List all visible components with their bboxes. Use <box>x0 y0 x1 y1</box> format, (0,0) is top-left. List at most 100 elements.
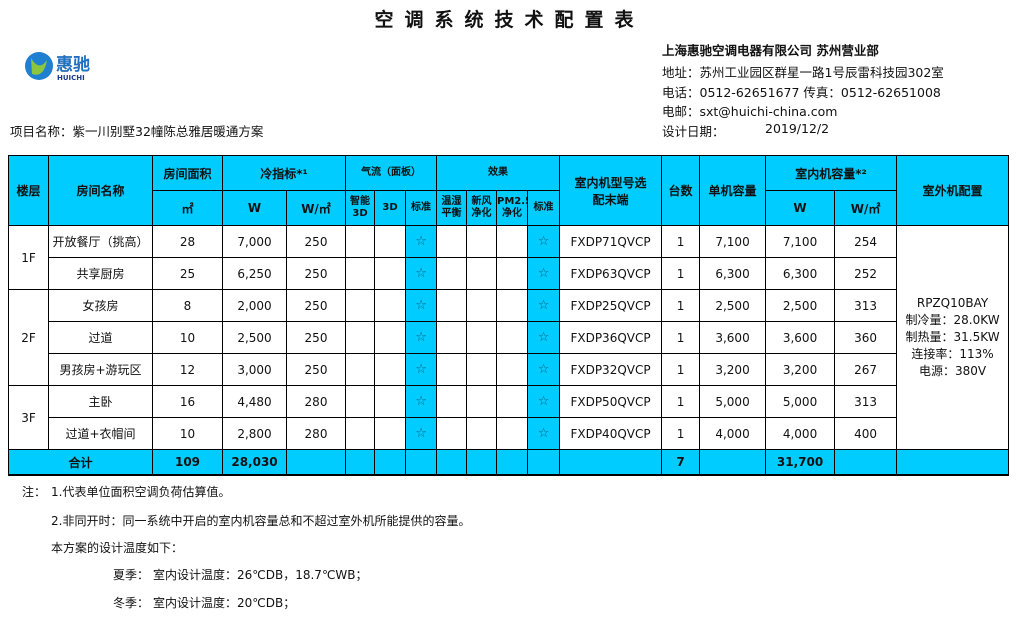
header-smart3d: 智能3D <box>345 190 376 226</box>
unit-count: 1 <box>661 385 701 418</box>
floor-cell: 2F <box>8 289 49 386</box>
indoor-model: FXDP32QVCP <box>559 353 663 386</box>
humidity-cell <box>436 289 468 322</box>
smart3d-cell <box>345 321 376 354</box>
empty-cell <box>436 449 468 476</box>
room-area: 10 <box>152 321 223 354</box>
standard-star-icon: ☆ <box>527 353 561 386</box>
3d-cell <box>374 353 407 386</box>
table-row: 过道+衣帽间 10 2,800 280 ☆ ☆ FXDP40QVCP 1 4,000 4,000 4… <box>9 417 1009 450</box>
pm25-cell <box>496 225 529 258</box>
design-date: 2019/12/2 <box>765 121 830 136</box>
cooling-load-wm2: 250 <box>285 225 347 258</box>
unit-count: 1 <box>661 257 701 290</box>
cooling-load-wm2: 280 <box>285 385 347 418</box>
table-row: 共享厨房 25 6,250 250 ☆ ☆ FXDP63QVCP 1 6,300 6,300 252 <box>9 257 1009 290</box>
winter-label: 冬季： <box>113 596 150 610</box>
page-title: 空调系统技术配置表 <box>374 9 645 31</box>
cooling-load-w: 2,500 <box>222 321 287 354</box>
project-name: 项目名称：紫一川别墅32幢陈总雅居暖通方案 <box>10 124 264 139</box>
header-area: 房间面积 <box>152 155 223 191</box>
company-email: 电邮：sxt@huichi-china.com <box>662 104 838 119</box>
header-outdoor: 室外机配置 <box>896 155 1010 226</box>
header-indoor-capacity: 室内机容量*² <box>765 155 898 191</box>
indoor-capacity-w: 3,600 <box>765 321 836 354</box>
indoor-model: FXDP36QVCP <box>559 321 663 354</box>
smart3d-cell <box>345 257 376 290</box>
cooling-load-w: 7,000 <box>222 225 287 258</box>
outdoor-spec-line: 制热量：31.5KW <box>905 330 1000 344</box>
unit-capacity: 3,600 <box>699 321 767 354</box>
unit-capacity: 4,000 <box>699 417 767 450</box>
indoor-capacity-wm2: 360 <box>834 321 898 354</box>
smart3d-cell <box>345 385 376 418</box>
fresh-air-cell <box>466 353 498 386</box>
outdoor-spec-line: 制冷量：28.0KW <box>905 313 1000 327</box>
unit-count: 1 <box>661 321 701 354</box>
3d-cell <box>374 321 407 354</box>
header-wm2: W/㎡ <box>285 190 347 226</box>
table-row: 男孩房+游玩区 12 3,000 250 ☆ ☆ FXDP32QVCP 1 3,200 3,200… <box>9 353 1009 386</box>
fresh-air-cell <box>466 289 498 322</box>
header-pm25: PM2.5净化 <box>496 190 529 226</box>
unit-count: 1 <box>661 225 701 258</box>
cooling-load-wm2: 250 <box>285 257 347 290</box>
outdoor-spec-line: 电源：380V <box>918 364 987 378</box>
standard-star-icon: ☆ <box>527 225 561 258</box>
room-name: 男孩房+游玩区 <box>48 353 153 386</box>
header-airflow: 气流（面板） <box>345 155 438 191</box>
unit-count: 1 <box>661 289 701 322</box>
room-name: 女孩房 <box>48 289 153 322</box>
indoor-capacity-w: 2,500 <box>765 289 836 322</box>
unit-capacity: 7,100 <box>699 225 767 258</box>
humidity-cell <box>436 385 468 418</box>
standard-star-icon: ☆ <box>405 289 438 322</box>
standard-star-icon: ☆ <box>527 257 561 290</box>
header-model: 室内机型号选配末端 <box>559 155 663 226</box>
unit-count: 1 <box>661 353 701 386</box>
fresh-air-cell <box>466 417 498 450</box>
cooling-load-wm2: 280 <box>285 417 347 450</box>
3d-cell <box>374 417 407 450</box>
pm25-cell <box>496 353 529 386</box>
empty-cell <box>699 449 767 476</box>
unit-capacity: 6,300 <box>699 257 767 290</box>
fresh-air-cell <box>466 225 498 258</box>
empty-cell <box>896 449 1010 476</box>
humidity-cell <box>436 321 468 354</box>
header-humidity: 温湿平衡 <box>436 190 468 226</box>
empty-cell <box>834 449 898 476</box>
indoor-model: FXDP25QVCP <box>559 289 663 322</box>
total-label: 合计 <box>8 449 153 476</box>
cooling-load-w: 3,000 <box>222 353 287 386</box>
standard-star-icon: ☆ <box>405 353 438 386</box>
header-standard: 标准 <box>405 190 438 226</box>
indoor-capacity-wm2: 400 <box>834 417 898 450</box>
table-row: 1F 开放餐厅（挑高） 28 7,000 250 ☆ ☆ FXDP71QVCP 1 7,100 7,… <box>8 225 1010 450</box>
empty-cell <box>285 449 347 476</box>
total-cooling-load: 28,030 <box>222 449 287 476</box>
humidity-cell <box>436 257 468 290</box>
room-area: 28 <box>152 225 223 258</box>
floor-cell: 3F <box>8 385 49 450</box>
room-name: 主卧 <box>48 385 153 418</box>
indoor-capacity-w: 3,200 <box>765 353 836 386</box>
header-capacity-w: W <box>765 190 836 226</box>
outdoor-spec-line: RPZQ10BAY <box>916 296 989 310</box>
svg-text:HUICHI: HUICHI <box>57 74 85 82</box>
note-2: 2.非同开时：同一系统中开启的室内机容量总和不超过室外机所能提供的容量。 <box>51 514 471 528</box>
standard-star-icon: ☆ <box>405 321 438 354</box>
room-name: 过道 <box>48 321 153 354</box>
indoor-model: FXDP40QVCP <box>559 417 663 450</box>
header-room: 房间名称 <box>48 155 153 226</box>
header-w: W <box>222 190 287 226</box>
standard-star-icon: ☆ <box>527 289 561 322</box>
outdoor-config: RPZQ10BAY 制冷量：28.0KW 制热量：31.5KW 连接率：113% 电源：… <box>896 225 1010 450</box>
company-phone: 电话：0512-62651677 传真：0512-62651008 <box>662 85 941 100</box>
table-row: 2F 女孩房 8 2,000 250 ☆ ☆ FXDP25QVCP 1 2,500 2,500 313 <box>8 289 1009 386</box>
unit-capacity: 5,000 <box>699 385 767 418</box>
total-row: 合计 109 28,030 7 31,700 <box>8 449 1010 476</box>
3d-cell <box>374 289 407 322</box>
header-standard-2: 标准 <box>527 190 561 226</box>
fresh-air-cell <box>466 321 498 354</box>
